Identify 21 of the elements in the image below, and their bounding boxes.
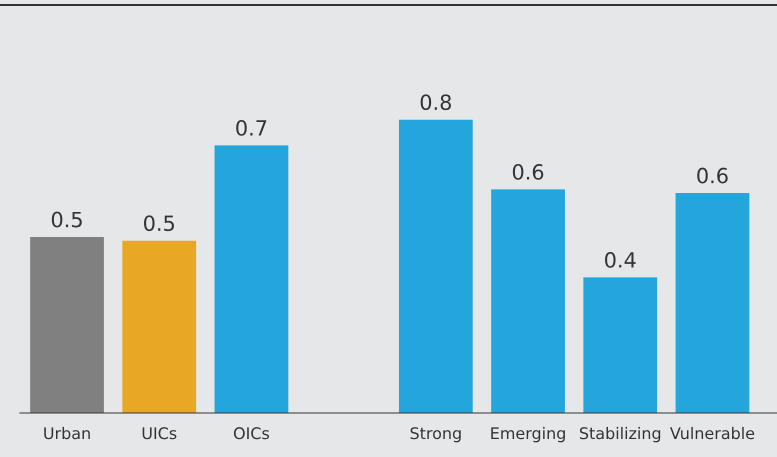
bar xyxy=(214,145,288,413)
x-tick-label: OICs xyxy=(234,427,270,440)
data-label: 0.5 xyxy=(52,212,82,228)
data-label: 0.8 xyxy=(420,94,451,110)
x-tick-label: Strong xyxy=(410,427,461,442)
bar xyxy=(491,189,565,413)
bar xyxy=(398,120,473,413)
bar xyxy=(122,240,196,413)
bar xyxy=(676,193,750,413)
data-label: 0.7 xyxy=(236,120,266,136)
bar xyxy=(30,237,104,413)
x-tick-label: Urban xyxy=(44,426,90,440)
x-tick-label: Emerging xyxy=(491,426,565,442)
data-label: 0.5 xyxy=(144,215,174,232)
data-label: 0.6 xyxy=(512,164,544,180)
data-label: 0.4 xyxy=(605,252,636,268)
x-tick-label: Vulnerable xyxy=(670,426,754,440)
data-label: 0.6 xyxy=(697,168,728,184)
x-tick-label: Stabilizing xyxy=(580,426,660,442)
bar xyxy=(583,277,658,413)
x-tick-label: UICs xyxy=(142,427,176,440)
